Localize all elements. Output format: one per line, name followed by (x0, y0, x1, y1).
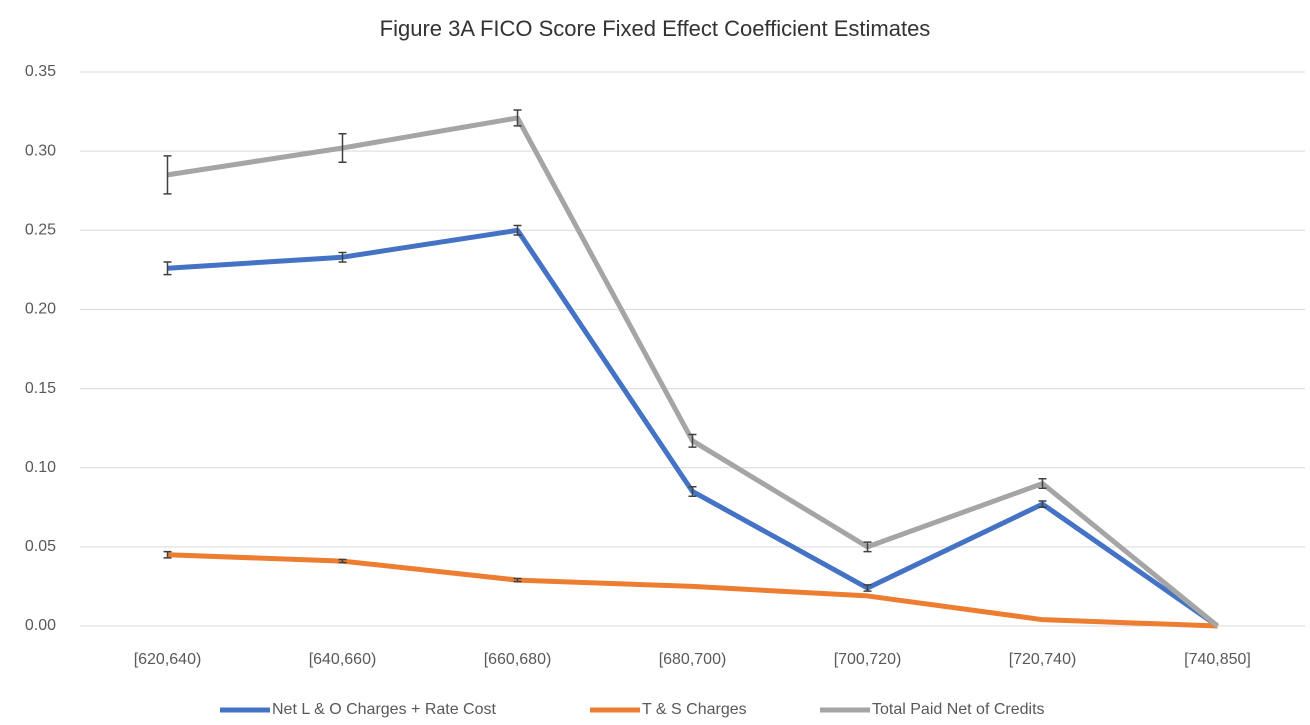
legend-label: T & S Charges (642, 701, 747, 718)
y-tick-label: 0.10 (25, 459, 56, 476)
error-bar (338, 132, 347, 163)
error-bar (513, 577, 522, 583)
y-tick-label: 0.25 (25, 222, 56, 239)
error-bar (688, 433, 697, 448)
y-tick-label: 0.35 (25, 63, 56, 80)
series-line (167, 552, 1218, 629)
y-tick-label: 0.05 (25, 538, 56, 555)
x-tick-label: [660,680) (484, 651, 552, 668)
series-line (167, 115, 1220, 628)
legend-label: Net L & O Charges + Rate Cost (272, 701, 497, 718)
error-bar (163, 261, 172, 276)
error-bar (338, 251, 347, 263)
chart-title: Figure 3A FICO Score Fixed Effect Coeffi… (380, 16, 931, 41)
x-tick-label: [740,850] (1184, 651, 1251, 668)
x-tick-label: [640,660) (309, 651, 377, 668)
error-bar (163, 550, 172, 559)
error-bar (338, 558, 347, 564)
error-bar (163, 155, 172, 195)
error-bar (688, 485, 697, 497)
x-tick-label: [680,700) (659, 651, 727, 668)
y-tick-label: 0.00 (25, 617, 56, 634)
y-tick-label: 0.30 (25, 142, 56, 159)
x-tick-label: [720,740) (1009, 651, 1077, 668)
error-bar (513, 224, 522, 236)
error-bar (863, 541, 872, 553)
error-bar (1038, 478, 1047, 490)
x-tick-label: [700,720) (834, 651, 902, 668)
x-tick-label: [620,640) (134, 651, 202, 668)
y-tick-label: 0.15 (25, 380, 56, 397)
error-bar (863, 584, 872, 592)
error-bar (513, 109, 522, 127)
legend-label: Total Paid Net of Credits (872, 701, 1045, 718)
error-bar (1038, 500, 1047, 509)
series-line (167, 227, 1219, 629)
y-tick-label: 0.20 (25, 301, 56, 318)
